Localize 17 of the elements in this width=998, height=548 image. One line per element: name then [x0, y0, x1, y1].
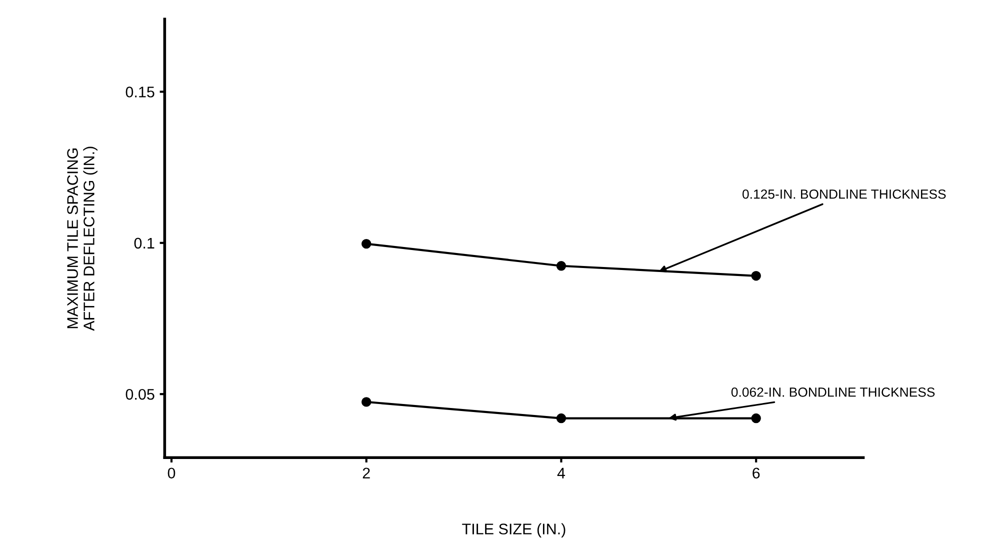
- y-tick-label: 0.1: [134, 238, 154, 249]
- point: [751, 271, 761, 281]
- x-tick-label: 0: [168, 468, 176, 479]
- y-tick-label: 0.15: [126, 86, 154, 98]
- annotation: 0.062-IN. BONDLINE THICKNESS: [731, 387, 935, 397]
- point: [556, 261, 566, 271]
- x-axis-title: TILE SIZE (IN.): [462, 523, 566, 538]
- y-axis-title: MAXIMUM TILE SPACING AFTER DEFLECTING (IN.): [67, 146, 98, 331]
- point: [751, 413, 761, 424]
- point: [361, 238, 372, 249]
- point: [556, 413, 566, 424]
- x-tick-label: 4: [557, 468, 566, 478]
- x-tick-label: 2: [362, 468, 370, 478]
- annotation: 0.125-IN. BONDLINE THICKNESS: [742, 189, 946, 199]
- y-tick-label: 0.05: [126, 388, 154, 400]
- point: [361, 397, 372, 407]
- x-tick-label: 6: [752, 468, 760, 479]
